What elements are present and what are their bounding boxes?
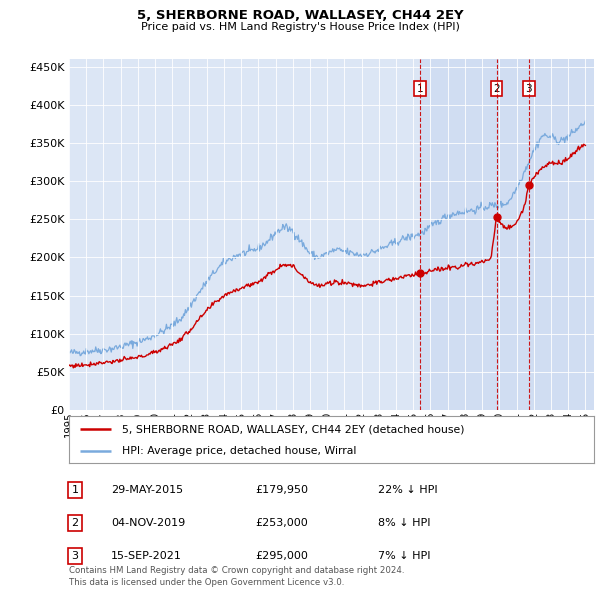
Text: 2: 2 xyxy=(493,84,500,94)
Text: 5, SHERBORNE ROAD, WALLASEY, CH44 2EY (detached house): 5, SHERBORNE ROAD, WALLASEY, CH44 2EY (d… xyxy=(121,424,464,434)
Text: 1: 1 xyxy=(71,485,79,494)
Text: £179,950: £179,950 xyxy=(255,485,308,494)
Bar xyxy=(421,59,594,410)
Text: 22% ↓ HPI: 22% ↓ HPI xyxy=(378,485,437,494)
Text: 04-NOV-2019: 04-NOV-2019 xyxy=(111,519,185,528)
Text: 29-MAY-2015: 29-MAY-2015 xyxy=(111,485,183,494)
Text: £253,000: £253,000 xyxy=(255,519,308,528)
Text: Price paid vs. HM Land Registry's House Price Index (HPI): Price paid vs. HM Land Registry's House … xyxy=(140,22,460,32)
Text: 15-SEP-2021: 15-SEP-2021 xyxy=(111,552,182,561)
Text: 2: 2 xyxy=(71,519,79,528)
Text: 1: 1 xyxy=(417,84,424,94)
Text: 5, SHERBORNE ROAD, WALLASEY, CH44 2EY: 5, SHERBORNE ROAD, WALLASEY, CH44 2EY xyxy=(137,9,463,22)
Text: Contains HM Land Registry data © Crown copyright and database right 2024.
This d: Contains HM Land Registry data © Crown c… xyxy=(69,566,404,587)
Text: HPI: Average price, detached house, Wirral: HPI: Average price, detached house, Wirr… xyxy=(121,447,356,456)
Text: 8% ↓ HPI: 8% ↓ HPI xyxy=(378,519,431,528)
Text: 7% ↓ HPI: 7% ↓ HPI xyxy=(378,552,431,561)
Text: 3: 3 xyxy=(526,84,532,94)
Text: £295,000: £295,000 xyxy=(255,552,308,561)
Text: 3: 3 xyxy=(71,552,79,561)
